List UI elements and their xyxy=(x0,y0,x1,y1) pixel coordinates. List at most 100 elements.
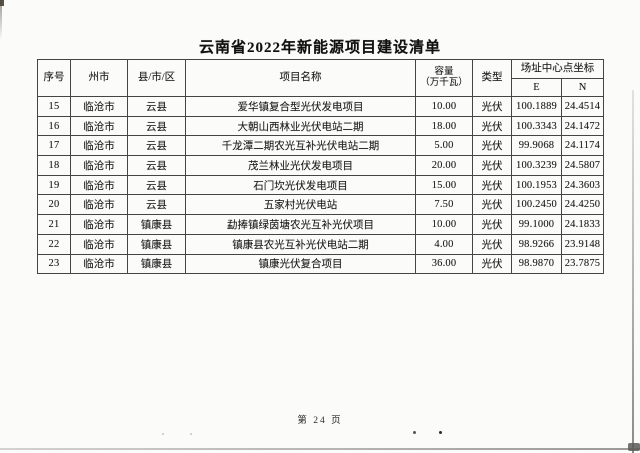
cell-capacity: 10.00 xyxy=(415,96,473,117)
header-coordinate-e: E xyxy=(511,78,562,97)
cell-capacity: 4.00 xyxy=(415,233,473,255)
scan-corner-speck xyxy=(0,0,4,6)
cell-type: 光伏 xyxy=(472,233,512,255)
cell-project: 石门坎光伏发电项目 xyxy=(185,174,416,196)
cell-capacity: 18.00 xyxy=(415,115,473,137)
cell-type: 光伏 xyxy=(472,214,512,235)
scan-dot xyxy=(439,431,442,434)
cell-capacity: 5.00 xyxy=(415,135,473,157)
cell-coordinate-e: 100.3343 xyxy=(511,115,562,137)
cell-city: 临沧市 xyxy=(70,253,128,275)
cell-index: 16 xyxy=(37,115,71,137)
cell-capacity: 36.00 xyxy=(415,253,473,275)
header-index: 序号 xyxy=(37,59,71,97)
cell-index: 18 xyxy=(37,155,71,176)
cell-type: 光伏 xyxy=(472,135,512,157)
table-header: 序号 州市 县/市/区 项目名称 容量 （万千瓦） 类型 场址中心点坐标 E N xyxy=(37,59,604,97)
cell-project: 茂兰林业光伏发电项目 xyxy=(185,155,416,176)
cell-coordinate-n: 24.4514 xyxy=(561,96,604,117)
table-body: 15 临沧市 云县 爱华镇复合型光伏发电项目 10.00 光伏 100.1889… xyxy=(37,96,604,275)
scan-dot xyxy=(413,431,416,434)
cell-coordinate-e: 99.9068 xyxy=(511,135,562,157)
cell-county: 云县 xyxy=(127,96,186,117)
cell-coordinate-e: 100.1889 xyxy=(511,96,562,117)
cell-county: 云县 xyxy=(127,174,186,196)
scan-bottom-right-patch xyxy=(628,443,640,451)
cell-county: 镇康县 xyxy=(127,233,186,255)
cell-type: 光伏 xyxy=(472,96,512,117)
cell-city: 临沧市 xyxy=(70,174,128,196)
cell-project: 大朝山西林业光伏电站二期 xyxy=(185,115,416,137)
cell-capacity: 10.00 xyxy=(415,214,473,235)
cell-coordinate-n: 23.9148 xyxy=(561,233,604,255)
cell-city: 临沧市 xyxy=(70,194,128,216)
cell-county: 云县 xyxy=(127,194,186,216)
header-coordinates: 场址中心点坐标 xyxy=(511,59,604,79)
cell-coordinate-n: 24.5807 xyxy=(561,155,604,176)
cell-index: 21 xyxy=(37,214,71,235)
cell-city: 临沧市 xyxy=(70,96,128,117)
cell-index: 15 xyxy=(37,96,71,117)
cell-index: 17 xyxy=(37,135,71,157)
page-footer: 第 24 页 xyxy=(297,416,343,426)
header-coordinate-n: N xyxy=(561,78,604,97)
cell-county: 云县 xyxy=(127,155,186,176)
table-row: 23 临沧市 镇康县 镇康光伏复合项目 36.00 光伏 98.9870 23.… xyxy=(37,253,604,275)
projects-table: 序号 州市 县/市/区 项目名称 容量 （万千瓦） 类型 场址中心点坐标 E N… xyxy=(37,59,604,275)
cell-city: 临沧市 xyxy=(70,155,128,176)
table-row: 22 临沧市 镇康县 镇康县农光互补光伏电站二期 4.00 光伏 98.9266… xyxy=(37,233,604,255)
cell-coordinate-e: 100.2450 xyxy=(511,194,562,216)
header-city: 州市 xyxy=(70,59,128,97)
cell-index: 19 xyxy=(37,174,71,196)
cell-type: 光伏 xyxy=(472,155,512,176)
cell-coordinate-n: 24.4250 xyxy=(561,194,604,216)
cell-index: 23 xyxy=(37,253,71,275)
cell-county: 镇康县 xyxy=(127,253,186,275)
cell-index: 22 xyxy=(37,233,71,255)
header-county: 县/市/区 xyxy=(127,59,186,97)
cell-type: 光伏 xyxy=(472,194,512,216)
cell-capacity: 15.00 xyxy=(415,174,473,196)
table-row: 16 临沧市 云县 大朝山西林业光伏电站二期 18.00 光伏 100.3343… xyxy=(37,115,604,137)
cell-coordinate-n: 24.3603 xyxy=(561,174,604,196)
cell-capacity: 7.50 xyxy=(415,194,473,216)
scan-left-edge xyxy=(0,0,2,40)
header-capacity: 容量 （万千瓦） xyxy=(415,59,473,97)
scan-speck xyxy=(162,433,164,435)
table-row: 20 临沧市 云县 五家村光伏电站 7.50 光伏 100.2450 24.42… xyxy=(37,194,604,216)
cell-capacity: 20.00 xyxy=(415,155,473,176)
cell-coordinate-n: 23.7875 xyxy=(561,253,604,275)
cell-coordinate-e: 100.3239 xyxy=(511,155,562,176)
cell-coordinate-n: 24.1174 xyxy=(561,135,604,157)
table-row: 21 临沧市 镇康县 勐捧镇绿茵塘农光互补光伏项目 10.00 光伏 99.10… xyxy=(37,214,604,235)
header-capacity-line2: （万千瓦） xyxy=(420,78,468,88)
cell-coordinate-e: 98.9870 xyxy=(511,253,562,275)
cell-coordinate-e: 98.9266 xyxy=(511,233,562,255)
table-row: 18 临沧市 云县 茂兰林业光伏发电项目 20.00 光伏 100.3239 2… xyxy=(37,155,604,176)
table-row: 19 临沧市 云县 石门坎光伏发电项目 15.00 光伏 100.1953 24… xyxy=(37,174,604,196)
cell-city: 临沧市 xyxy=(70,214,128,235)
cell-county: 云县 xyxy=(127,135,186,157)
cell-county: 云县 xyxy=(127,115,186,137)
cell-city: 临沧市 xyxy=(70,115,128,137)
header-type: 类型 xyxy=(472,59,512,97)
cell-coordinate-n: 24.1833 xyxy=(561,214,604,235)
table-row: 17 临沧市 云县 千龙潭二期农光互补光伏电站二期 5.00 光伏 99.906… xyxy=(37,135,604,157)
cell-city: 临沧市 xyxy=(70,233,128,255)
cell-coordinate-n: 24.1472 xyxy=(561,115,604,137)
cell-coordinate-e: 100.1953 xyxy=(511,174,562,196)
cell-project: 五家村光伏电站 xyxy=(185,194,416,216)
cell-coordinate-e: 99.1000 xyxy=(511,214,562,235)
header-project: 项目名称 xyxy=(185,59,416,97)
cell-county: 镇康县 xyxy=(127,214,186,235)
scan-bottom-edge xyxy=(0,448,640,450)
cell-project: 爱华镇复合型光伏发电项目 xyxy=(185,96,416,117)
cell-city: 临沧市 xyxy=(70,135,128,157)
page-title: 云南省2022年新能源项目建设清单 xyxy=(198,40,441,56)
cell-index: 20 xyxy=(37,194,71,216)
cell-type: 光伏 xyxy=(472,253,512,275)
table-row: 15 临沧市 云县 爱华镇复合型光伏发电项目 10.00 光伏 100.1889… xyxy=(37,96,604,117)
cell-project: 镇康光伏复合项目 xyxy=(185,253,416,275)
cell-project: 勐捧镇绿茵塘农光互补光伏项目 xyxy=(185,214,416,235)
cell-type: 光伏 xyxy=(472,115,512,137)
